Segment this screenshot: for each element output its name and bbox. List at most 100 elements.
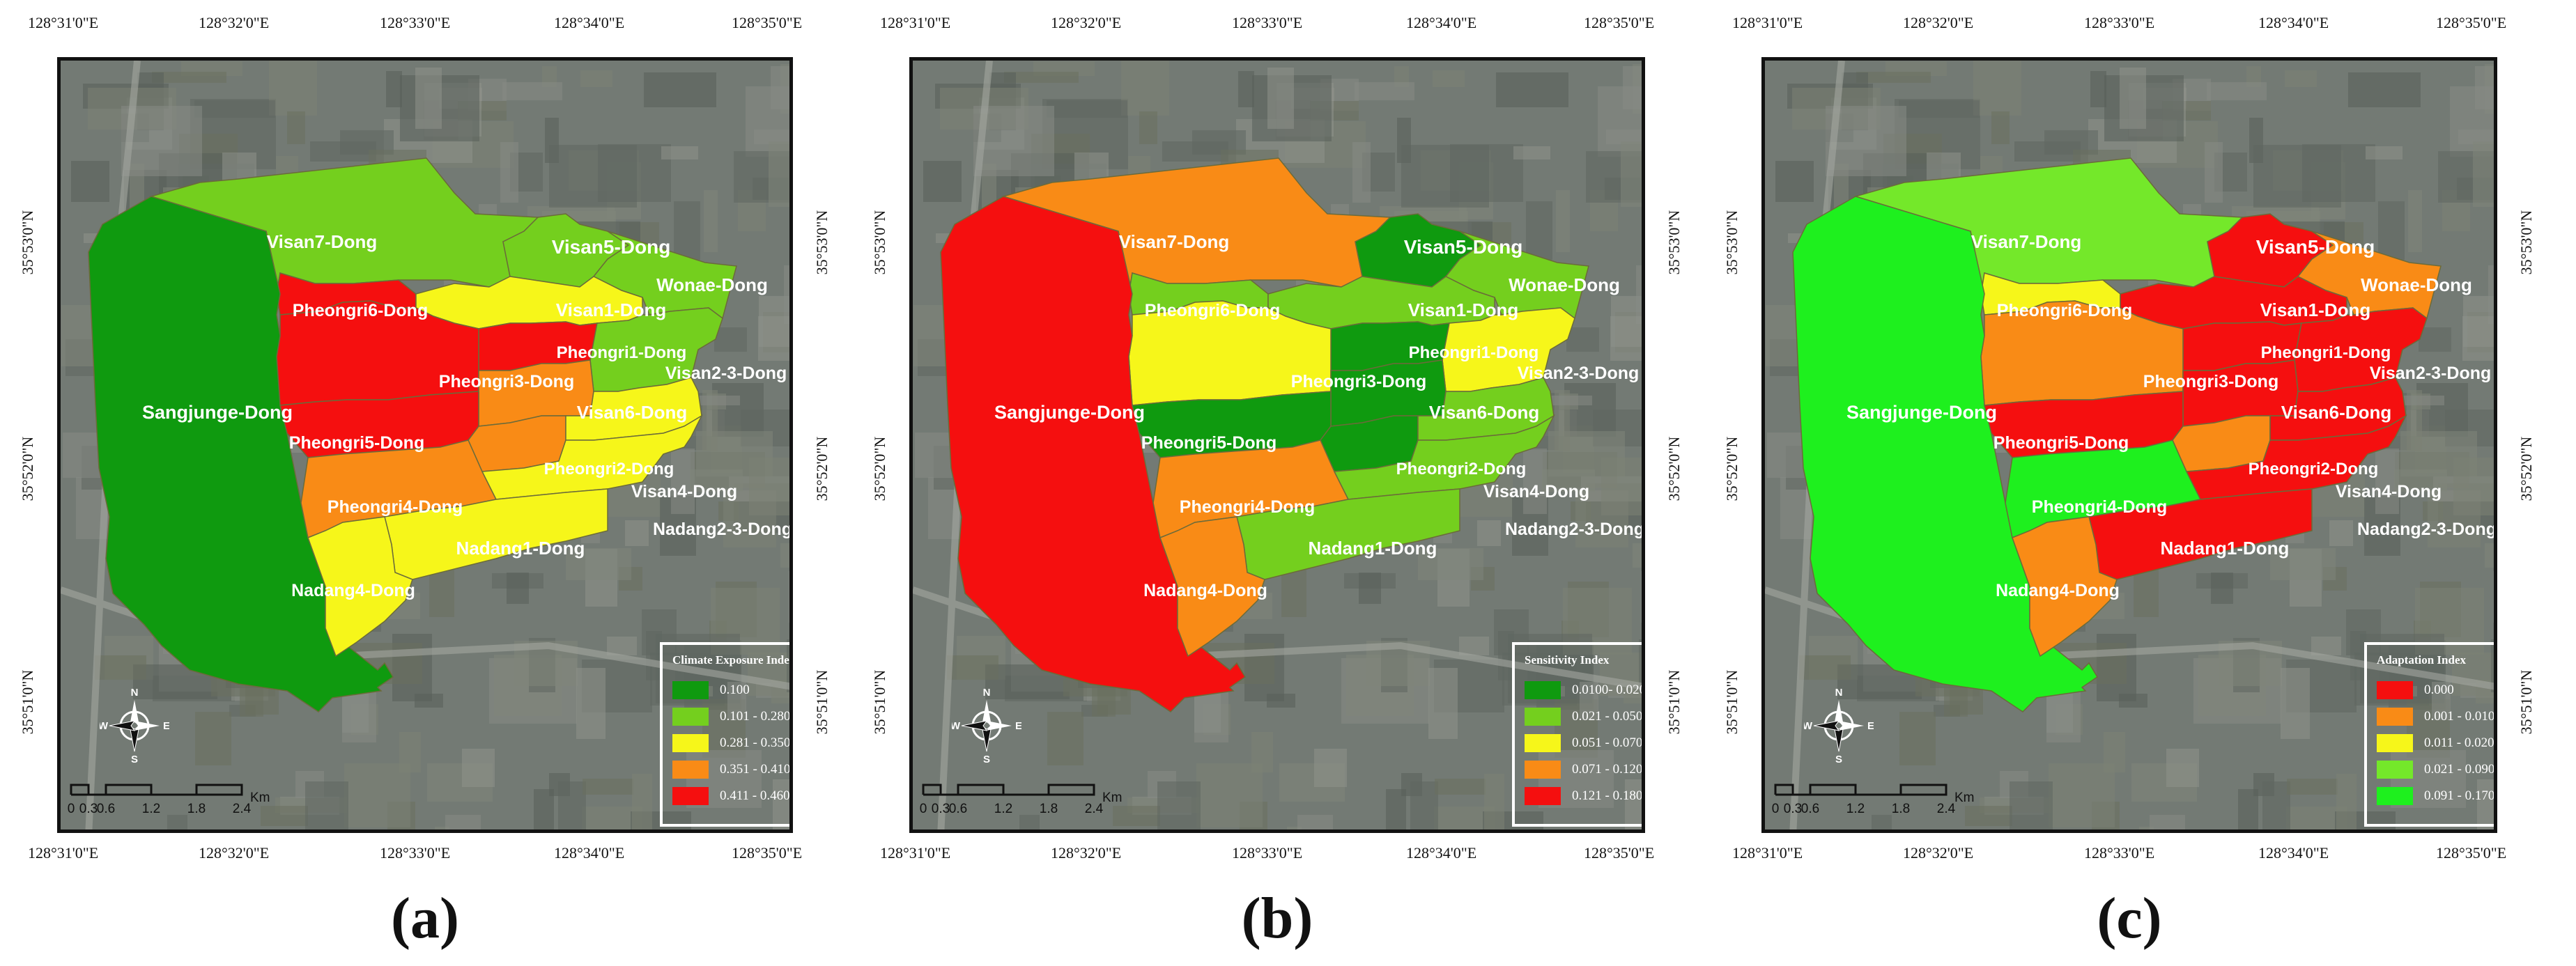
legend-title: Adaptation Index xyxy=(2377,653,2467,667)
longitude-tick-top: 128°35'0"E xyxy=(2436,14,2507,31)
svg-text:0: 0 xyxy=(68,802,75,816)
district-label: Visan7-Dong xyxy=(267,231,377,252)
terrain-patch xyxy=(2348,72,2421,107)
legend-swatch xyxy=(1525,708,1561,726)
district-nadang4-dong xyxy=(2012,516,2118,657)
terrain-patch xyxy=(445,815,481,829)
map-canvas: Visan7-Dong Visan5-Dong Wonae-Dong Pheongri… xyxy=(61,61,792,829)
terrain-patch xyxy=(1162,141,1228,162)
district-sangjunge-dong xyxy=(940,196,1247,712)
terrain-patch xyxy=(1636,265,1642,324)
terrain-patch xyxy=(2139,827,2154,829)
svg-text:0.6: 0.6 xyxy=(97,802,115,816)
terrain-patch xyxy=(1642,391,1645,437)
svg-text:W: W xyxy=(1804,720,1813,732)
terrain-patch xyxy=(1287,827,1302,829)
svg-text:2.4: 2.4 xyxy=(1937,802,1956,816)
terrain-patch xyxy=(1428,668,1458,739)
district-label: Nadang2-3-Dong xyxy=(653,520,792,539)
longitude-tick-bottom: 128°33'0"E xyxy=(380,844,451,862)
district-label: Pheongri4-Dong xyxy=(1180,497,1315,517)
district-label: Nadang4-Dong xyxy=(1143,581,1267,600)
legend-swatch xyxy=(1525,761,1561,779)
terrain-patch xyxy=(261,806,308,826)
svg-text:1.2: 1.2 xyxy=(1846,802,1865,816)
district-label: Pheongri1-Dong xyxy=(2261,343,2391,362)
legend-item: 0.051 - 0.070 xyxy=(1525,730,1642,756)
legend-label: 0.100 xyxy=(720,683,750,697)
terrain-patch xyxy=(2329,520,2353,546)
latitude-tick-left: 35°52'0"N xyxy=(19,436,36,501)
terrain-patch xyxy=(2366,146,2403,159)
latitude-tick-left: 35°51'0"N xyxy=(1723,669,1741,735)
longitude-tick-bottom: 128°33'0"E xyxy=(1232,844,1303,862)
terrain-patch xyxy=(240,685,263,717)
terrain-patch xyxy=(1542,469,1595,492)
map-panel: 128°31'0"E 128°32'0"E 128°33'0"E 128°34'0"E… xyxy=(852,0,1702,966)
terrain-patch xyxy=(2488,265,2494,324)
district-label: Pheongri2-Dong xyxy=(1396,460,1527,478)
legend-title: Sensitivity Index xyxy=(1525,653,1610,667)
terrain-patch xyxy=(646,631,662,680)
district-label: Wonae-Dong xyxy=(656,274,768,295)
svg-text:0: 0 xyxy=(1772,802,1779,816)
longitude-tick-bottom: 128°32'0"E xyxy=(1903,844,1974,862)
terrain-patch xyxy=(1991,111,2010,144)
terrain-patch xyxy=(2493,571,2494,623)
district-label: Pheongri5-Dong xyxy=(289,433,424,453)
legend-label: 0.121 - 0.180 xyxy=(1572,788,1643,803)
terrain-patch xyxy=(2270,548,2336,580)
terrain-patch xyxy=(269,61,317,116)
terrain-patch xyxy=(1238,71,1254,107)
district-label: Wonae-Dong xyxy=(2361,274,2472,295)
svg-text:2.4: 2.4 xyxy=(1085,802,1104,816)
legend-item: 0.001 - 0.010 xyxy=(2377,703,2494,730)
latitude-tick-right: 35°51'0"N xyxy=(1665,669,1683,735)
legend-swatch xyxy=(672,734,709,752)
legend-label: 0.101 - 0.280 xyxy=(720,709,791,724)
terrain-patch xyxy=(632,774,652,829)
district-layer: Visan7-Dong Visan5-Dong Wonae-Dong Pheongri… xyxy=(88,157,792,712)
scale-bar: 0 0.3 0.6 1.2 1.8 2.4 Km xyxy=(920,778,1212,820)
panel-label: (a) xyxy=(391,886,459,951)
terrain-patch xyxy=(771,66,789,109)
district-nadang2-3-dong xyxy=(481,414,703,500)
latitude-tick-right: 35°53'0"N xyxy=(2517,210,2535,275)
terrain-patch xyxy=(2394,469,2447,492)
terrain-patch xyxy=(2485,543,2494,568)
district-sangjunge-dong xyxy=(88,196,394,712)
legend-swatch xyxy=(672,681,709,699)
terrain-patch xyxy=(714,327,747,352)
svg-text:W: W xyxy=(952,720,961,732)
district-label: Visan5-Dong xyxy=(2256,236,2375,258)
latitude-tick-right: 35°51'0"N xyxy=(2517,669,2535,735)
svg-text:0.3: 0.3 xyxy=(1784,802,1802,816)
legend-item: 0.281 - 0.350 xyxy=(672,730,789,756)
terrain-patch xyxy=(1639,639,1642,692)
svg-text:W: W xyxy=(100,720,109,732)
terrain-patch xyxy=(1610,316,1642,361)
terrain-patch xyxy=(2432,682,2451,720)
svg-text:S: S xyxy=(1835,754,1842,764)
legend-swatch xyxy=(2377,761,2413,779)
terrain-patch xyxy=(1359,572,1381,604)
legend-item: 0.0100- 0.020 xyxy=(1525,677,1642,703)
legend-swatch xyxy=(672,708,709,726)
terrain-patch xyxy=(1633,543,1642,568)
terrain-patch xyxy=(2473,141,2494,207)
longitude-tick-top: 128°34'0"E xyxy=(1406,14,1477,31)
district-sangjunge-dong xyxy=(1792,196,2099,712)
district-label: Pheongri2-Dong xyxy=(544,460,674,478)
legend-item: 0.091 - 0.170 xyxy=(2377,783,2494,809)
svg-text:0.3: 0.3 xyxy=(79,802,98,816)
terrain-patch xyxy=(1492,829,1514,833)
legend-item: 0.071 - 0.120 xyxy=(1525,756,1642,783)
terrain-patch xyxy=(625,520,649,546)
terrain-patch xyxy=(923,161,962,202)
terrain-patch xyxy=(507,572,529,604)
map-panel: 128°31'0"E 128°32'0"E 128°33'0"E 128°34'0"E… xyxy=(0,0,850,966)
terrain-patch xyxy=(1019,815,1040,829)
panel-label: (b) xyxy=(1241,886,1313,951)
legend-swatch xyxy=(2377,708,2413,726)
terrain-patch xyxy=(95,655,146,680)
